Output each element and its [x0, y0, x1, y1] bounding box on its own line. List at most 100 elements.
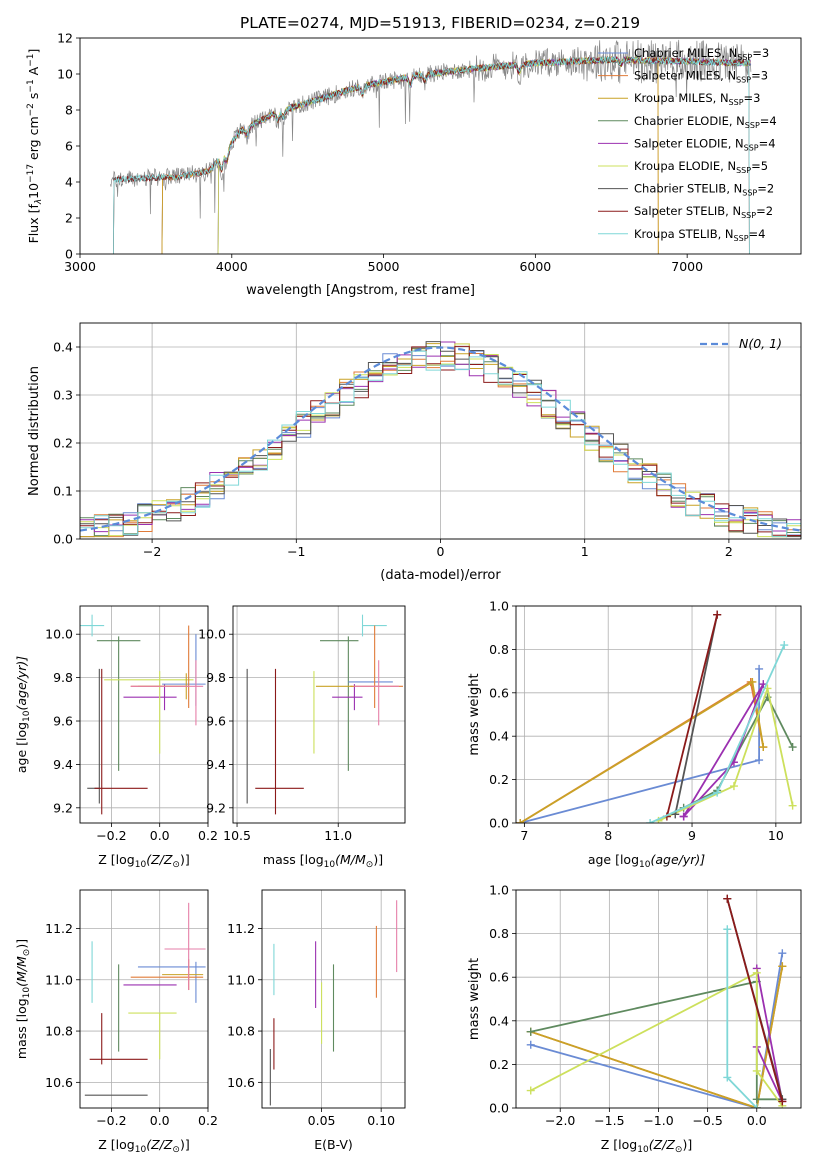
- x-tick-label: 3000: [64, 259, 96, 274]
- weight-series-kroupa_miles: [516, 677, 768, 823]
- weight-series-salpeter_miles: [526, 962, 787, 1108]
- normal-legend-label: N(0, 1): [739, 336, 782, 351]
- axes-weight_vs_z: −2.0 −1.5 −1.0 −0.5 0.0 0.0 0.2 0.4 0.6 0.8 1.0 Z […: [467, 883, 802, 1155]
- plot-area-age_vs_mass: [246, 614, 403, 815]
- y-tick-label: 0.6: [489, 685, 509, 700]
- y-tick-label: 10.0: [45, 627, 73, 642]
- mass_vs_ebv-xlabel: E(B-V): [314, 1137, 353, 1152]
- x-tick-label: 0.10: [367, 1113, 395, 1128]
- axes-frame: [79, 322, 802, 540]
- weight-series-kroupa_miles: [526, 962, 787, 1108]
- axes-frame: [79, 889, 209, 1109]
- weight-series-salpeter_stelib: [723, 894, 787, 1106]
- model-spectrum-salpeter_stelib: [113, 56, 750, 254]
- y-tick-label: 11.0: [45, 972, 73, 987]
- model-spectrum-salpeter_elodie: [217, 55, 751, 254]
- weight-marker: [526, 1040, 535, 1049]
- y-tick-label: 8: [65, 103, 73, 118]
- errorbar-point-extra_pink: [130, 660, 204, 726]
- weight-marker: [526, 1086, 535, 1095]
- axes-mass_vs_ebv: 0.05 0.10 10.6 10.8 11.0 11.2 E(B-V): [227, 889, 406, 1152]
- age_vs_mass-xlabel: mass [log10(M/M⊙)]: [263, 852, 383, 870]
- weight-marker: [752, 1104, 761, 1108]
- weight_vs_z-xlabel: Z [log10(Z/Z⊙)]: [601, 1137, 692, 1155]
- errorbar-point-kroupa_elodie: [104, 671, 194, 754]
- errorbar-point-kroupa_elodie: [128, 1012, 177, 1060]
- legend-label-chabrier_miles: Chabrier MILES, NSSP=3: [634, 46, 769, 62]
- x-tick-label: 5000: [368, 259, 400, 274]
- y-tick-label: 0.6: [489, 970, 509, 985]
- y-tick-label: 0.3: [53, 388, 73, 403]
- weight-series-salpeter_elodie: [752, 964, 787, 1106]
- y-tick-label: 9.6: [206, 714, 226, 729]
- y-tick-label: 1.0: [489, 599, 509, 614]
- weight-line: [519, 668, 760, 823]
- x-tick-label: 10.5: [223, 828, 251, 843]
- errorbar-point-extra_pink: [164, 902, 206, 991]
- weight-marker: [759, 743, 768, 752]
- model-spectrum-chabrier_miles: [161, 55, 752, 254]
- errorbar-point-kroupa_stelib: [80, 614, 105, 637]
- weight-marker: [748, 677, 757, 686]
- y-tick-label: 0: [65, 247, 73, 262]
- y-tick-label: 0.2: [489, 1057, 509, 1072]
- spectrum-legend: Chabrier MILES, NSSP=3 Salpeter MILES, NS…: [598, 46, 777, 243]
- legend-label-chabrier_stelib: Chabrier STELIB, NSSP=2: [634, 182, 774, 198]
- plot-area-weight_vs_z: [526, 894, 787, 1108]
- x-tick-label: 9: [688, 828, 696, 843]
- plot-area-weight_vs_age: [516, 610, 797, 823]
- weight-marker: [729, 782, 738, 791]
- axes-frame: [261, 889, 406, 1109]
- weight-marker: [788, 743, 797, 752]
- legend-label-kroupa_miles: Kroupa MILES, NSSP=3: [634, 91, 760, 107]
- y-tick-label: 0.4: [489, 1013, 509, 1028]
- weight-line: [530, 980, 783, 1101]
- weight-series-chabrier_stelib: [671, 610, 722, 819]
- weight-series-kroupa_elodie: [526, 968, 787, 1108]
- y-tick-label: 10.8: [45, 1024, 73, 1039]
- weight_vs_age-ylabel: mass weight: [467, 673, 482, 755]
- axes-frame: [232, 605, 406, 824]
- x-tick-label: 1: [581, 544, 589, 559]
- x-tick-label: −2.0: [545, 1113, 575, 1128]
- model-spectrum-kroupa_elodie: [217, 55, 751, 254]
- weight-series-kroupa_stelib: [723, 925, 761, 1108]
- weight-marker: [755, 664, 764, 673]
- plot-area-spectrum: [110, 39, 752, 254]
- mass_vs_z-xlabel: Z [log10(Z/Z⊙)]: [98, 1137, 189, 1155]
- axes-age_vs_z: −0.2 0.0 0.2 9.2 9.4 9.6 9.8 10.0 Z [log10(Z/Z⊙)…: [14, 605, 218, 870]
- x-tick-label: −0.5: [692, 1113, 722, 1128]
- errorbar-point-chabrier_miles: [162, 634, 206, 706]
- weight-line: [726, 898, 784, 1102]
- x-tick-label: 0.0: [150, 1113, 170, 1128]
- y-tick-label: 11.2: [227, 921, 255, 936]
- x-tick-label: −1.0: [643, 1113, 673, 1128]
- y-tick-label: 0.2: [489, 772, 509, 787]
- weight-marker: [723, 925, 732, 934]
- residuals-xlabel: (data-model)/error: [380, 568, 501, 583]
- weight-marker: [788, 801, 797, 810]
- axes-frame: [515, 605, 802, 824]
- plot-area-residuals: [80, 341, 801, 538]
- weight-line: [666, 614, 719, 817]
- spectrum-xlabel: wavelength [Angstrom, rest frame]: [246, 283, 475, 298]
- weight-marker: [780, 641, 789, 650]
- x-tick-label: −1: [287, 544, 305, 559]
- y-tick-label: 0.2: [53, 436, 73, 451]
- axes-mass_vs_z: −0.2 0.0 0.2 10.6 10.8 11.0 11.2 Z [log10(Z/Z⊙)…: [14, 889, 218, 1155]
- x-tick-label: −1.5: [594, 1113, 624, 1128]
- y-tick-label: 0.4: [53, 340, 73, 355]
- weight-marker: [778, 949, 787, 958]
- y-tick-label: 0.0: [489, 1101, 509, 1116]
- x-tick-label: −0.2: [96, 1113, 126, 1128]
- y-tick-label: 10.6: [45, 1075, 73, 1090]
- errorbar-point-chabrier_miles: [137, 961, 206, 1003]
- x-tick-label: 0.0: [150, 828, 170, 843]
- y-tick-label: 0.4: [489, 729, 509, 744]
- weight-series-salpeter_miles: [516, 677, 768, 823]
- weight-line: [530, 966, 784, 1108]
- plot-area-mass_vs_z: [84, 902, 206, 1096]
- errorbar-point-chabrier_elodie: [320, 636, 359, 771]
- x-tick-label: 0: [437, 544, 445, 559]
